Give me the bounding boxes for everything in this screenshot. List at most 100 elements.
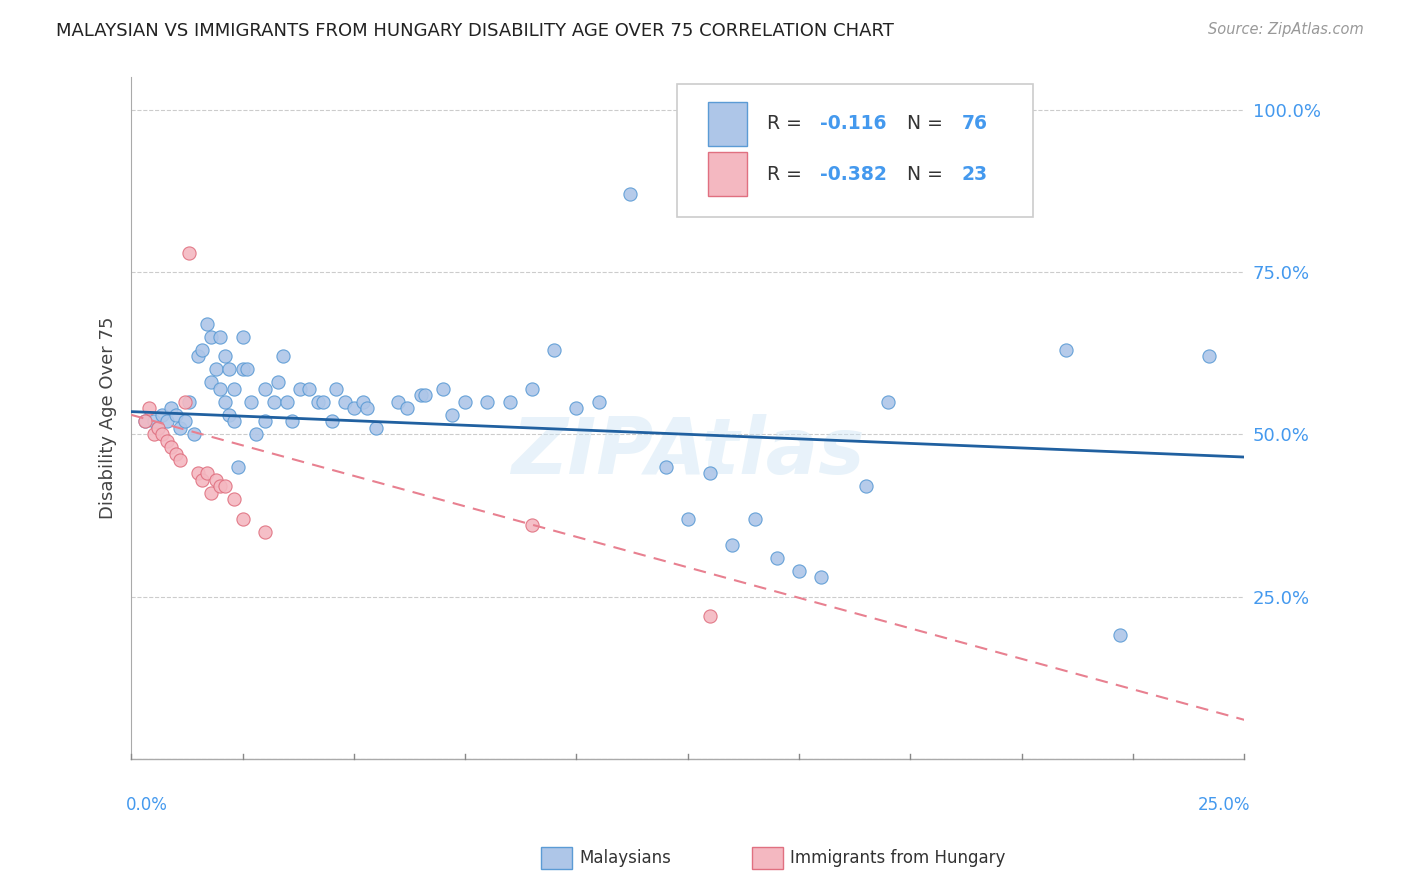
Point: [195, 467, 218, 481]
Point: [267, 376, 290, 390]
Point: [214, 395, 236, 409]
Point: [477, 395, 499, 409]
Point: [543, 343, 565, 357]
Point: [146, 421, 169, 435]
Point: [290, 382, 312, 396]
Text: N =: N =: [894, 165, 949, 184]
Point: [271, 350, 294, 364]
Point: [520, 382, 543, 396]
Point: [253, 414, 276, 428]
Point: [352, 395, 374, 409]
Point: [200, 485, 222, 500]
Text: 0.0%: 0.0%: [125, 797, 167, 814]
Point: [232, 511, 254, 525]
Point: [240, 395, 263, 409]
Point: [877, 395, 900, 409]
Point: [191, 343, 214, 357]
Point: [766, 550, 789, 565]
Text: Source: ZipAtlas.com: Source: ZipAtlas.com: [1208, 22, 1364, 37]
Point: [191, 473, 214, 487]
Point: [744, 511, 766, 525]
Text: ZIPAtlas: ZIPAtlas: [510, 414, 865, 491]
FancyBboxPatch shape: [676, 84, 1033, 217]
Point: [134, 414, 156, 428]
Point: [134, 414, 156, 428]
Point: [232, 330, 254, 344]
Text: R =: R =: [766, 165, 807, 184]
Point: [855, 479, 877, 493]
Point: [343, 401, 366, 416]
Point: [173, 395, 195, 409]
Point: [325, 382, 347, 396]
Point: [226, 459, 249, 474]
Point: [160, 440, 183, 454]
Point: [200, 330, 222, 344]
Text: Malaysians: Malaysians: [579, 849, 671, 867]
Point: [165, 408, 187, 422]
Point: [699, 609, 721, 624]
Point: [654, 459, 676, 474]
Point: [205, 362, 228, 376]
Point: [152, 408, 174, 422]
Point: [200, 376, 222, 390]
Point: [169, 421, 191, 435]
Point: [499, 395, 522, 409]
Point: [307, 395, 329, 409]
Point: [218, 362, 240, 376]
Point: [156, 414, 179, 428]
Point: [1054, 343, 1077, 357]
Point: [409, 388, 432, 402]
Point: [721, 538, 744, 552]
Point: [253, 382, 276, 396]
Point: [396, 401, 419, 416]
Point: [619, 187, 641, 202]
Point: [218, 408, 240, 422]
Point: [214, 350, 236, 364]
Point: [787, 564, 810, 578]
Point: [209, 479, 232, 493]
Point: [432, 382, 454, 396]
Point: [280, 414, 302, 428]
Point: [333, 395, 356, 409]
Point: [187, 467, 209, 481]
Point: [169, 453, 191, 467]
Point: [356, 401, 378, 416]
Point: [236, 362, 259, 376]
Text: N =: N =: [894, 114, 949, 133]
Text: R =: R =: [766, 114, 807, 133]
Point: [1198, 350, 1220, 364]
Point: [205, 473, 228, 487]
Point: [152, 427, 174, 442]
Text: -0.382: -0.382: [820, 165, 887, 184]
Point: [222, 382, 245, 396]
Text: 76: 76: [962, 114, 987, 133]
Point: [565, 401, 588, 416]
Point: [209, 330, 232, 344]
Point: [312, 395, 335, 409]
Point: [146, 421, 169, 435]
Point: [179, 245, 201, 260]
Point: [588, 395, 610, 409]
Point: [195, 317, 218, 331]
Point: [232, 362, 254, 376]
Point: [454, 395, 477, 409]
Text: 25.0%: 25.0%: [1198, 797, 1250, 814]
Text: Immigrants from Hungary: Immigrants from Hungary: [790, 849, 1005, 867]
Point: [183, 427, 205, 442]
Point: [160, 401, 183, 416]
Point: [321, 414, 343, 428]
Point: [387, 395, 409, 409]
Point: [366, 421, 388, 435]
Point: [187, 350, 209, 364]
Point: [138, 401, 160, 416]
Point: [276, 395, 298, 409]
Text: 23: 23: [962, 165, 988, 184]
Point: [222, 414, 245, 428]
FancyBboxPatch shape: [707, 152, 747, 196]
Point: [165, 447, 187, 461]
Point: [298, 382, 321, 396]
Point: [413, 388, 436, 402]
Point: [214, 479, 236, 493]
Point: [263, 395, 285, 409]
Point: [699, 467, 721, 481]
